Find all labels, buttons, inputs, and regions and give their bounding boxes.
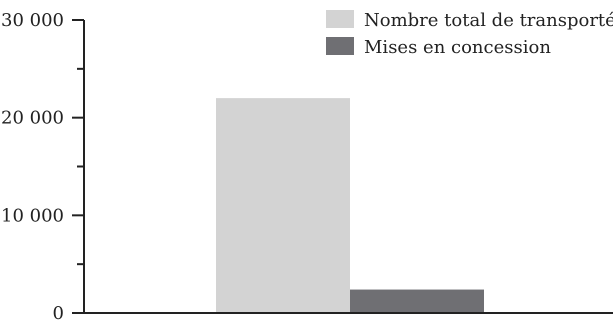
y-tick-label: 20 000 (1, 108, 64, 129)
legend-swatch-total-transportes (326, 10, 354, 28)
y-tick-label: 30 000 (1, 10, 64, 31)
legend: Nombre total de transportés Mises en con… (326, 10, 613, 58)
legend-label-total-transportes: Nombre total de transportés (364, 10, 613, 31)
legend-swatch-mises-en-concession (326, 37, 354, 55)
bar-mises-en-concession (350, 290, 484, 313)
bar-total-transportes (216, 98, 350, 313)
y-tick-label: 0 (53, 303, 64, 321)
legend-label-mises-en-concession: Mises en concession (364, 37, 551, 58)
y-tick-label: 10 000 (1, 205, 64, 226)
y-axis-minor-ticks (77, 69, 84, 264)
bars (216, 98, 484, 313)
y-axis-ticks: 0 10 000 20 000 30 000 (1, 10, 84, 321)
